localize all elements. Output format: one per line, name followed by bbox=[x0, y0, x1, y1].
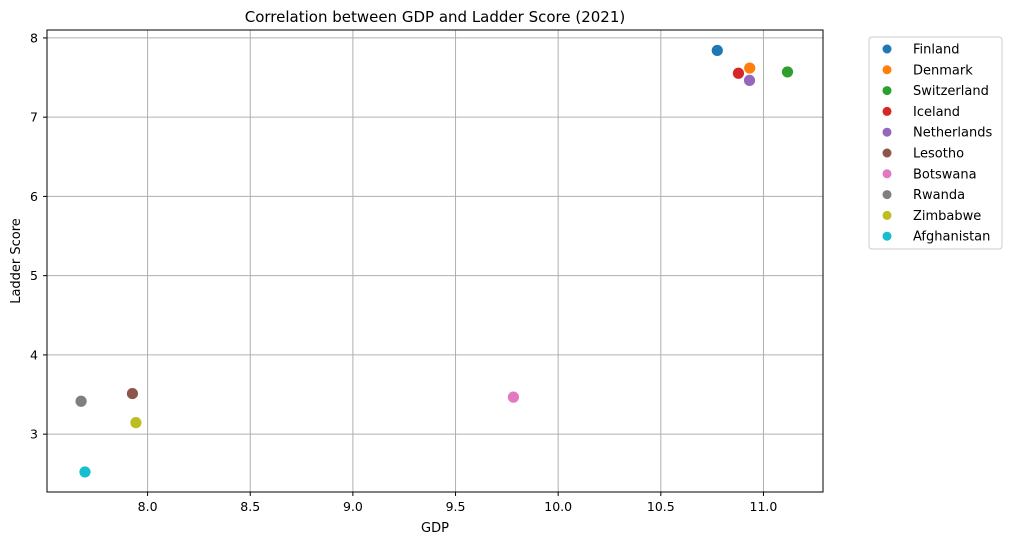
legend-label: Netherlands bbox=[913, 126, 992, 141]
y-tick-label: 5 bbox=[30, 268, 38, 283]
y-tick-label: 7 bbox=[30, 110, 38, 125]
legend-marker bbox=[882, 148, 892, 158]
legend-marker bbox=[882, 44, 892, 54]
y-tick-label: 3 bbox=[30, 427, 38, 442]
data-point-zimbabwe bbox=[129, 416, 143, 430]
data-point-finland bbox=[710, 44, 724, 57]
x-axis-ticks: 8.0 8.5 9.0 9.5 10.0 10.5 11.0 bbox=[138, 492, 778, 514]
x-tick-label: 9.0 bbox=[343, 499, 363, 514]
y-axis-label: Ladder Score bbox=[9, 218, 24, 304]
data-point-rwanda bbox=[74, 394, 88, 408]
legend-label: Botswana bbox=[913, 167, 977, 182]
legend-marker bbox=[882, 86, 892, 96]
x-tick-label: 10.5 bbox=[647, 499, 675, 514]
data-point-denmark bbox=[743, 61, 757, 75]
legend-marker bbox=[882, 127, 892, 137]
y-axis-ticks: 3 4 5 6 7 8 bbox=[30, 30, 47, 442]
legend-label: Zimbabwe bbox=[913, 209, 981, 224]
data-point-botswana bbox=[507, 390, 520, 404]
legend-label: Iceland bbox=[913, 105, 960, 120]
legend-label: Finland bbox=[913, 43, 959, 58]
x-tick-label: 10.0 bbox=[544, 499, 572, 514]
y-tick-label: 6 bbox=[30, 189, 38, 204]
legend-label: Denmark bbox=[913, 63, 973, 78]
x-tick-label: 11.0 bbox=[750, 499, 778, 514]
data-point-iceland bbox=[732, 66, 745, 80]
legend-marker bbox=[882, 190, 892, 200]
legend-marker bbox=[882, 169, 892, 179]
legend-label: Switzerland bbox=[913, 84, 989, 99]
data-point-afghanistan bbox=[78, 465, 92, 479]
y-tick-label: 4 bbox=[30, 347, 38, 362]
data-point-lesotho bbox=[126, 387, 139, 400]
legend-label: Rwanda bbox=[913, 188, 965, 203]
legend-marker bbox=[882, 65, 892, 75]
chart-title: Correlation between GDP and Ladder Score… bbox=[245, 8, 626, 26]
data-point-netherlands bbox=[743, 74, 756, 87]
legend-label: Lesotho bbox=[913, 147, 964, 162]
x-tick-label: 8.0 bbox=[138, 499, 158, 514]
data-points bbox=[74, 44, 794, 479]
data-point-switzerland bbox=[781, 65, 794, 79]
plot-frame bbox=[46, 29, 824, 493]
legend-items: Finland Denmark Switzerland Iceland Netherla… bbox=[882, 43, 992, 245]
legend-marker bbox=[882, 106, 892, 116]
legend: Finland Denmark Switzerland Iceland Netherla… bbox=[868, 36, 1003, 250]
legend-marker bbox=[882, 210, 892, 220]
x-tick-label: 8.5 bbox=[240, 499, 260, 514]
x-axis-label: GDP bbox=[421, 521, 449, 536]
legend-frame bbox=[868, 36, 1003, 250]
x-tick-label: 9.5 bbox=[446, 499, 466, 514]
y-tick-label: 8 bbox=[30, 30, 38, 45]
legend-marker bbox=[882, 231, 892, 241]
legend-label: Afghanistan bbox=[913, 230, 990, 245]
grid bbox=[47, 30, 823, 492]
